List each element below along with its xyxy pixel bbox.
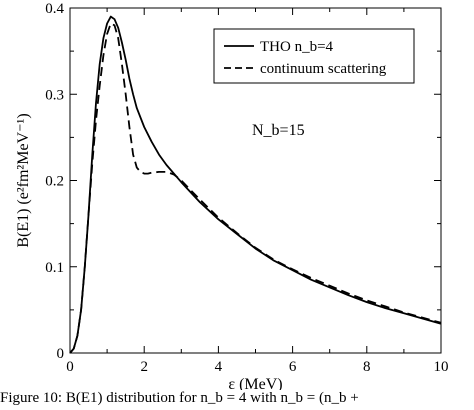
y-tick-label: 0.1 xyxy=(45,260,64,276)
annotation-nb: N_b=15 xyxy=(252,122,305,139)
y-tick-label: 0.4 xyxy=(45,1,64,17)
y-tick-label: 0 xyxy=(57,346,65,362)
legend-label-1: THO n_b=4 xyxy=(260,39,334,55)
x-tick-label: 10 xyxy=(434,359,449,375)
y-axis-label: B(E1) (e²fm²MeV⁻¹) xyxy=(15,113,32,247)
chart: 0 2 4 6 8 10 0 0.1 0.2 0.3 0.4 ε (MeV) B(E1) (e²fm²M… xyxy=(15,1,449,390)
x-tick-label: 2 xyxy=(140,359,148,375)
legend-label-2: continuum scattering xyxy=(260,61,387,77)
x-tick-label: 6 xyxy=(289,359,297,375)
x-axis-label: ε (MeV) xyxy=(228,376,282,390)
x-tick-label: 0 xyxy=(66,359,74,375)
series-line-1 xyxy=(69,15,442,354)
y-tick-label: 0.3 xyxy=(45,87,64,103)
figure-caption: Figure 10: B(E1) distribution for n_b = … xyxy=(0,390,359,406)
legend-box xyxy=(213,28,415,84)
x-tick-label: 8 xyxy=(363,359,371,375)
x-tick-label: 4 xyxy=(215,359,223,375)
series-line-2 xyxy=(69,22,442,354)
y-tick-label: 0.2 xyxy=(45,174,64,190)
